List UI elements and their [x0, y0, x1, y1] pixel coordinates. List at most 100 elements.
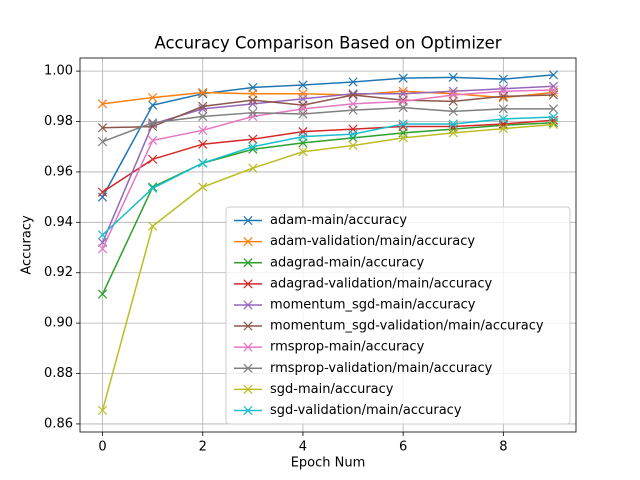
marker	[243, 321, 253, 331]
marker	[198, 158, 208, 168]
y-tick-label: 0.86	[44, 416, 73, 431]
marker	[97, 405, 108, 415]
y-tick-label: 0.88	[44, 366, 73, 381]
series-line	[102, 106, 554, 143]
marker	[548, 112, 559, 122]
marker	[97, 244, 108, 254]
marker	[148, 183, 158, 193]
x-tick-label: 4	[299, 440, 307, 455]
series-line	[102, 90, 554, 105]
marker	[198, 101, 208, 112]
marker	[298, 80, 308, 90]
marker	[198, 125, 208, 135]
marker	[97, 137, 108, 147]
marker	[398, 119, 408, 129]
marker	[248, 142, 258, 152]
marker	[198, 87, 208, 98]
x-axis-label: Epoch Num	[291, 456, 366, 471]
marker	[243, 215, 253, 226]
marker	[348, 89, 358, 99]
series-line	[101, 74, 554, 198]
marker	[97, 123, 108, 133]
marker	[97, 187, 108, 197]
legend-label: rmsprop-validation/main/accuracy	[270, 361, 493, 376]
series-line	[101, 89, 554, 250]
marker	[448, 128, 458, 138]
marker	[243, 237, 253, 247]
marker	[97, 99, 108, 109]
legend-box	[225, 206, 571, 425]
marker	[243, 405, 253, 416]
marker	[448, 86, 458, 96]
marker	[248, 163, 258, 173]
marker	[198, 139, 208, 149]
marker	[548, 70, 559, 80]
y-tick-label: 0.94	[44, 215, 73, 230]
x-tick-label: 2	[199, 440, 207, 455]
series-line	[102, 94, 554, 129]
y-tick-label: 0.90	[44, 316, 73, 331]
legend-label: adagrad-main/accuracy	[270, 255, 425, 270]
marker	[548, 81, 559, 91]
chart-title: Accuracy Comparison Based on Optimizer	[154, 34, 501, 53]
marker	[348, 90, 358, 100]
legend-label: sgd-main/accuracy	[270, 382, 394, 397]
tick-layer: 0 2 4 6 8 0.86 0.88 0.90 0.92 0.94 0.96 0.98 1.00	[44, 64, 507, 455]
marker	[348, 140, 358, 151]
marker	[448, 119, 458, 129]
y-tick-label: 1.00	[44, 64, 73, 79]
marker	[298, 109, 308, 119]
marker	[148, 92, 158, 103]
marker	[548, 85, 559, 95]
marker	[243, 300, 253, 310]
series-line	[102, 119, 554, 193]
marker	[498, 86, 508, 96]
marker	[348, 129, 358, 139]
marker	[148, 221, 158, 231]
y-tick-label: 0.96	[44, 164, 73, 179]
marker	[248, 108, 258, 118]
legend-label: rmsprop-main/accuracy	[270, 340, 425, 355]
marker	[198, 182, 208, 192]
x-tick-label: 8	[499, 440, 507, 455]
legend-label: adam-validation/main/accuracy	[270, 234, 475, 249]
marker	[148, 154, 158, 164]
marker	[243, 258, 253, 268]
marker	[248, 95, 258, 105]
legend: adam-main/accuracy adam-validation/main/a…	[225, 206, 571, 425]
marker	[198, 111, 208, 122]
marker	[348, 105, 358, 115]
marker	[548, 119, 559, 130]
marker	[248, 134, 258, 144]
plot-layer	[97, 70, 559, 415]
legend-label: momentum_sgd-validation/main/accuracy	[270, 319, 544, 334]
legend-label: adagrad-validation/main/accuracy	[270, 276, 493, 291]
x-tick-label: 0	[98, 440, 106, 455]
legend-label: sgd-validation/main/accuracy	[270, 403, 462, 418]
marker	[498, 104, 508, 114]
marker	[398, 95, 408, 105]
marker	[248, 111, 258, 122]
marker	[148, 182, 158, 192]
marker	[498, 74, 508, 84]
marker	[448, 106, 458, 117]
marker	[348, 133, 358, 143]
series-line	[102, 116, 554, 236]
marker	[148, 100, 158, 110]
y-axis-label: Accuracy	[20, 215, 35, 275]
marker	[398, 73, 408, 83]
marker	[198, 89, 208, 99]
legend-label: momentum_sgd-main/accuracy	[270, 297, 476, 312]
marker	[298, 132, 308, 142]
marker	[298, 147, 308, 157]
marker	[548, 104, 559, 114]
axes-frame	[79, 57, 577, 433]
series-line	[101, 123, 554, 411]
marker	[448, 90, 458, 100]
marker	[148, 118, 158, 128]
y-tick-label: 0.98	[44, 114, 73, 129]
marker	[348, 77, 358, 87]
marker	[243, 342, 253, 352]
marker	[243, 384, 253, 394]
